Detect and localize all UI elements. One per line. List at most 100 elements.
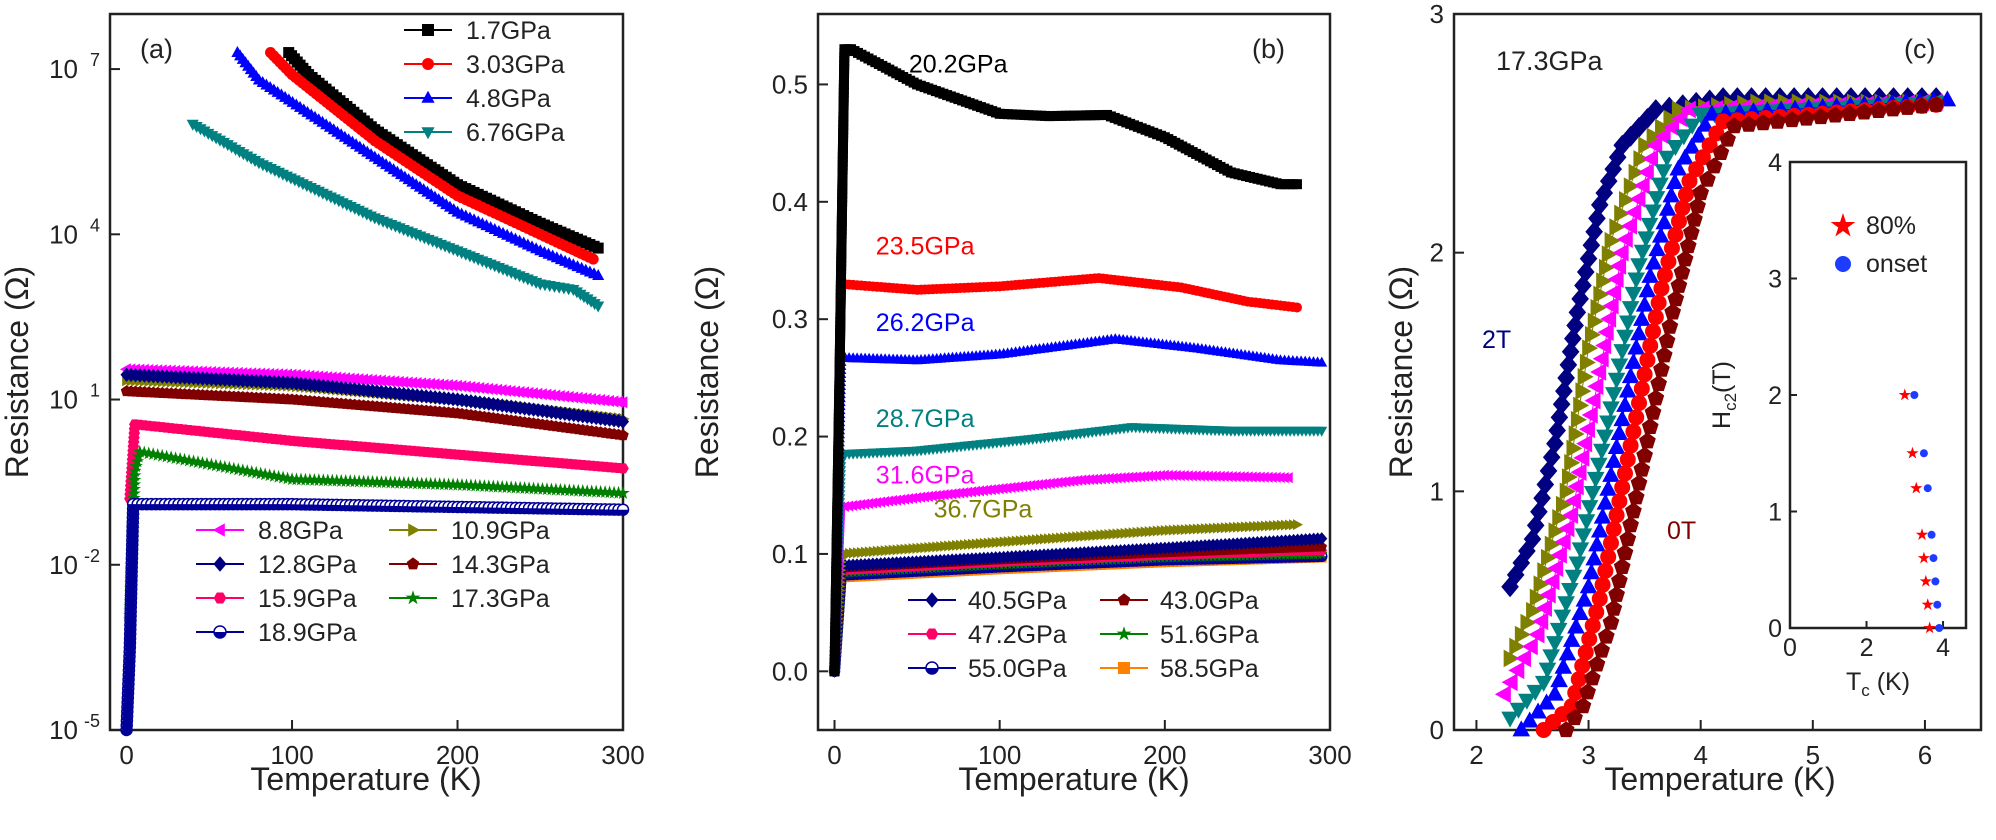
data-point xyxy=(1663,118,1680,137)
data-point xyxy=(1501,673,1518,692)
series-20.2GPa xyxy=(829,44,1302,677)
data-point xyxy=(1696,115,1714,132)
legend-marker xyxy=(421,127,435,140)
data-point xyxy=(1694,149,1711,166)
data-point xyxy=(1647,99,1665,120)
data-point xyxy=(1674,199,1691,216)
legend-label: 43.0GPa xyxy=(1160,587,1259,615)
legend-label: 8.8GPa xyxy=(258,517,343,545)
data-point xyxy=(1610,257,1627,275)
legend-label: 6.76GPa xyxy=(466,119,565,147)
data-point xyxy=(1581,406,1598,424)
data-point xyxy=(127,473,142,486)
data-point xyxy=(1577,367,1594,386)
data-point xyxy=(1619,451,1636,468)
x-tick-label: 0 xyxy=(119,740,133,770)
data-point xyxy=(1575,590,1594,607)
data-point xyxy=(1616,544,1634,561)
panel-a-ylabel: Resistance (Ω) xyxy=(0,266,35,478)
data-point xyxy=(1515,649,1532,668)
data-point xyxy=(1578,420,1595,439)
inset-data-point xyxy=(1917,551,1931,564)
data-point xyxy=(1639,352,1656,369)
data-point xyxy=(1605,283,1622,302)
data-point xyxy=(616,503,630,516)
data-point xyxy=(1542,649,1560,666)
data-point xyxy=(1596,272,1613,290)
data-point xyxy=(1624,286,1643,303)
legend-marker xyxy=(405,590,421,605)
legend-marker xyxy=(925,628,939,640)
legend-label: 47.2GPa xyxy=(968,621,1067,649)
y-tick-exponent: 1 xyxy=(90,381,100,401)
data-point xyxy=(1650,375,1668,392)
legend-label: 4.8GPa xyxy=(466,85,551,113)
data-point xyxy=(1703,104,1721,121)
data-point xyxy=(1605,521,1622,538)
panel-b-ylabel: Resistance (Ω) xyxy=(689,266,725,478)
y-tick-label: 0.0 xyxy=(772,656,808,686)
data-point xyxy=(1592,349,1609,368)
series-6.76GPa xyxy=(186,119,605,313)
data-point xyxy=(616,414,630,429)
data-point xyxy=(1658,150,1676,167)
data-point xyxy=(1546,684,1564,701)
data-point xyxy=(1618,315,1637,332)
inset-data-point xyxy=(1915,528,1929,541)
data-point xyxy=(1570,671,1587,688)
data-point xyxy=(1291,302,1302,313)
data-point xyxy=(1518,693,1536,710)
data-point xyxy=(1590,299,1607,317)
data-point xyxy=(1316,532,1328,546)
data-point xyxy=(1571,604,1589,621)
data-point xyxy=(1927,95,1945,112)
data-point xyxy=(1509,637,1526,656)
data-point xyxy=(1625,423,1642,440)
inset-x-tick-label: 0 xyxy=(1783,634,1797,662)
data-point xyxy=(1609,218,1626,236)
data-point xyxy=(1633,309,1651,326)
data-point xyxy=(1596,429,1614,446)
panel-b-frame xyxy=(816,12,1332,732)
data-point xyxy=(1689,197,1706,214)
data-point xyxy=(1681,173,1698,190)
data-point xyxy=(1539,585,1556,604)
data-point xyxy=(1769,112,1786,129)
data-point xyxy=(1627,272,1646,289)
data-point xyxy=(1567,477,1584,496)
data-point xyxy=(1633,176,1650,195)
data-point xyxy=(1677,186,1694,203)
data-point xyxy=(1552,393,1571,415)
inset-data-point xyxy=(1898,388,1911,401)
series-line-1.7GPa xyxy=(287,51,599,249)
data-point xyxy=(1639,432,1656,449)
data-point xyxy=(1663,109,1680,128)
data-point xyxy=(1669,159,1688,176)
data-point xyxy=(1650,294,1667,311)
data-point xyxy=(1537,562,1554,580)
data-point xyxy=(1705,157,1723,174)
data-point xyxy=(1601,245,1618,263)
data-point xyxy=(1514,625,1531,644)
data-point xyxy=(1562,506,1579,524)
data-point xyxy=(1826,106,1844,123)
inset-y-tick-label: 3 xyxy=(1768,266,1782,294)
data-point xyxy=(1316,426,1328,437)
data-point xyxy=(1636,366,1653,383)
data-point xyxy=(1662,186,1681,203)
data-point xyxy=(1614,204,1631,223)
inset-data-point xyxy=(1933,600,1942,609)
x-tick-label: 4 xyxy=(1693,740,1707,770)
data-point xyxy=(1570,410,1587,429)
data-point xyxy=(1557,596,1575,613)
y-tick-label: 0.2 xyxy=(772,422,808,452)
series-18.9GPa xyxy=(120,497,630,737)
data-point xyxy=(1608,585,1625,602)
data-point xyxy=(592,269,605,281)
data-point xyxy=(1667,226,1684,243)
data-point xyxy=(1613,344,1631,361)
data-point xyxy=(1740,115,1758,132)
data-point xyxy=(127,486,141,500)
data-point xyxy=(1547,559,1564,578)
